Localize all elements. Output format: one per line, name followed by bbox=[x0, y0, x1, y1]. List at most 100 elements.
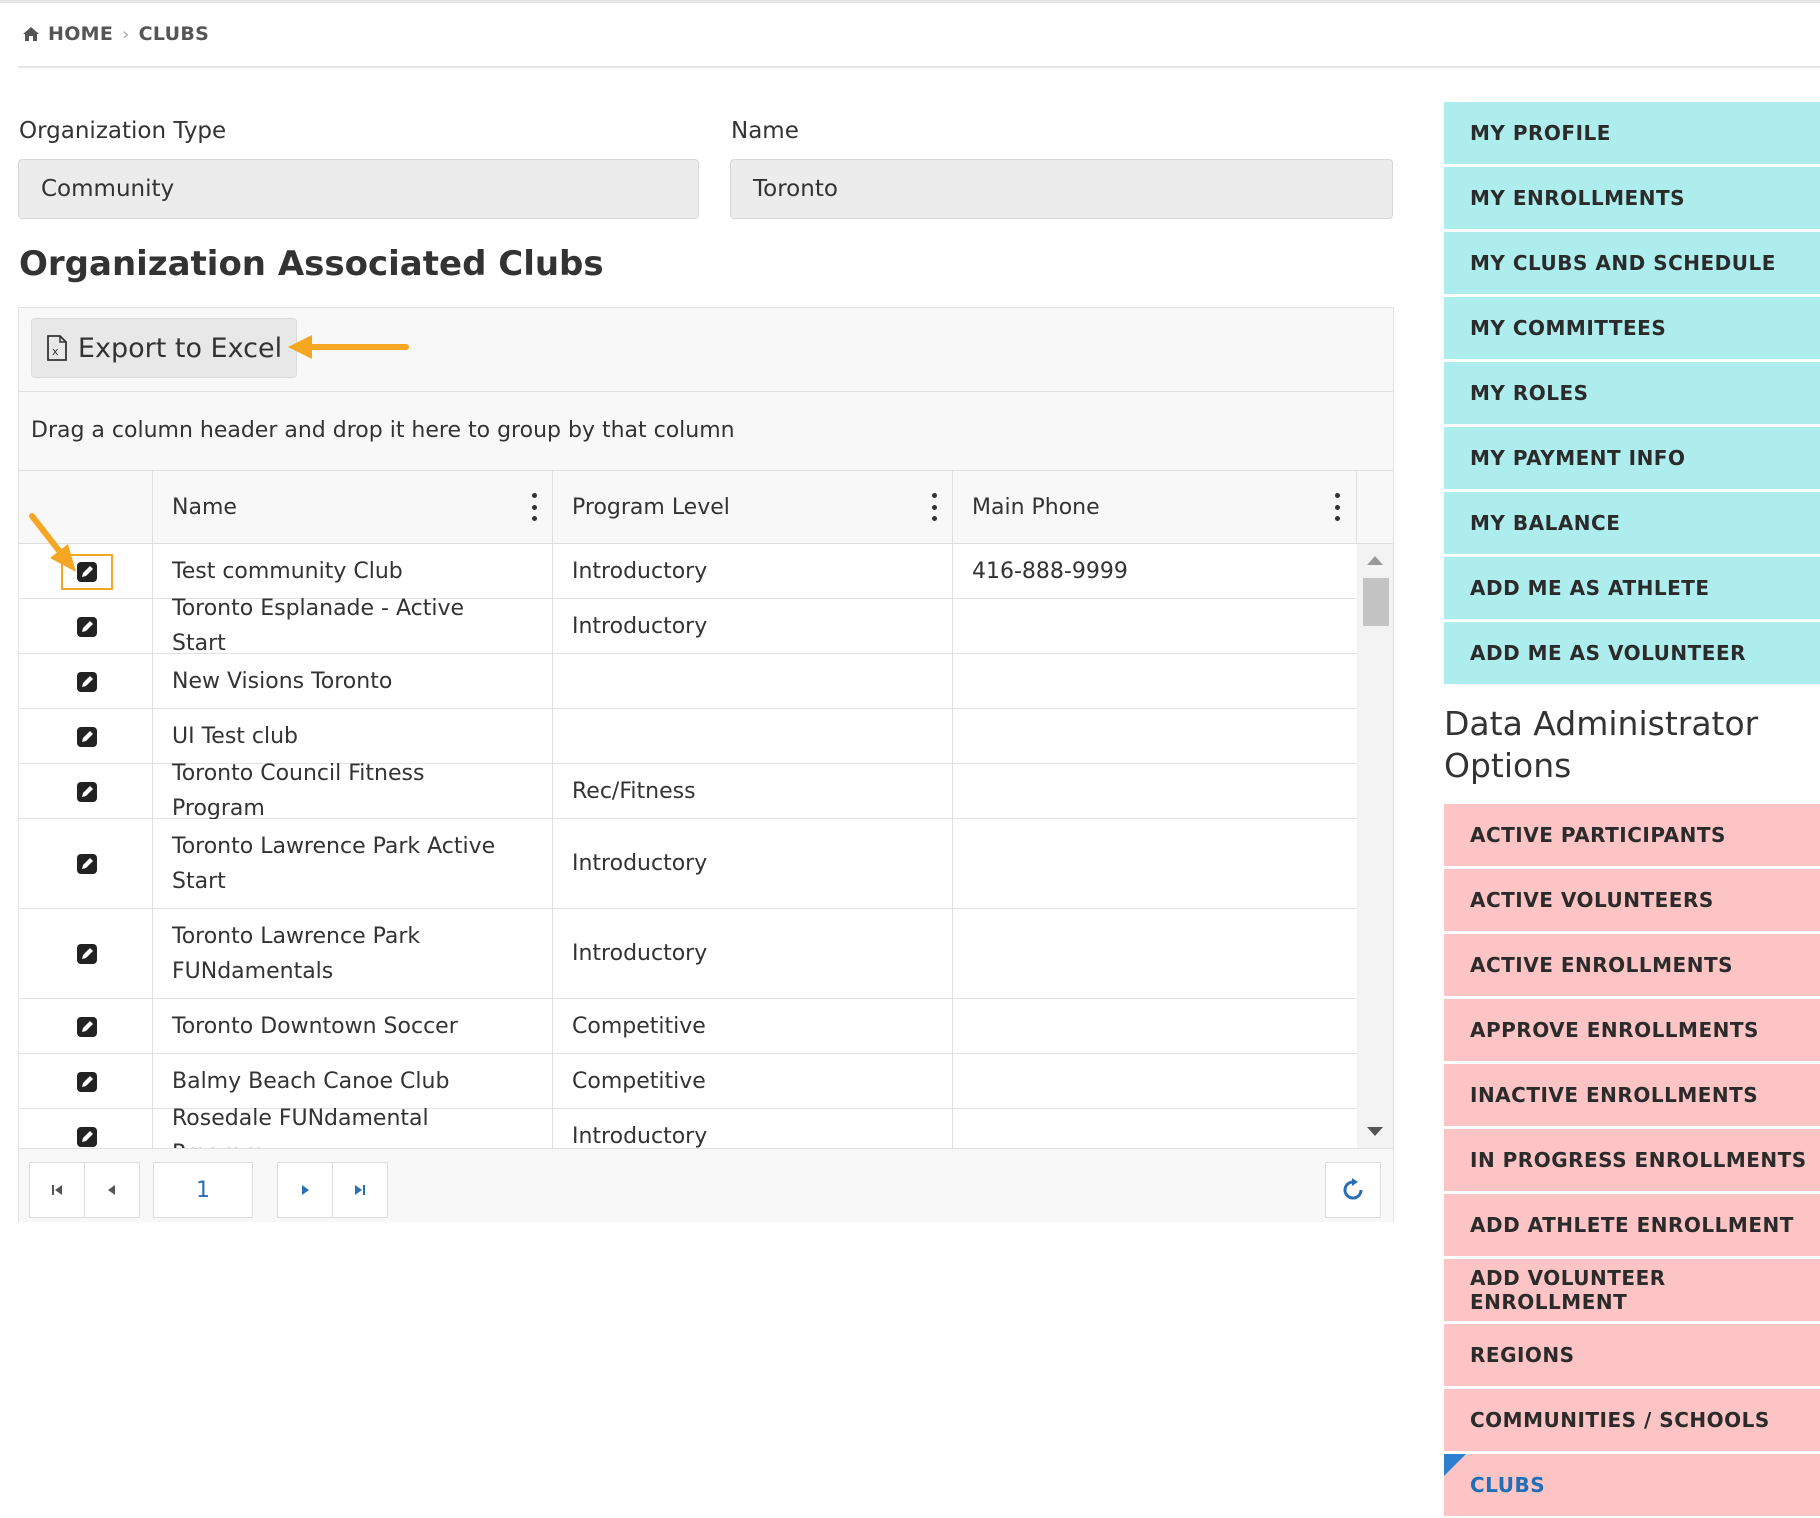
clubs-grid: x Export to Excel Drag a column header a… bbox=[18, 307, 1394, 1222]
cell-level: Introductory bbox=[572, 613, 708, 639]
sidebar-item-label: REGIONS bbox=[1470, 1343, 1575, 1367]
table-row: Toronto Esplanade - Active Start Introduc… bbox=[19, 596, 1357, 656]
sidebar-item-add-me-as-athlete[interactable]: ADD ME AS ATHLETE bbox=[1444, 557, 1820, 621]
scroll-up-icon[interactable] bbox=[1367, 556, 1383, 565]
table-row: Toronto Lawrence Park FUNdamentals Introd… bbox=[19, 909, 1357, 999]
column-divider bbox=[952, 544, 953, 598]
column-header-main-phone[interactable]: Main Phone bbox=[972, 494, 1100, 520]
edit-icon-highlight bbox=[61, 553, 113, 590]
sidebar-item-add-me-as-volunteer[interactable]: ADD ME AS VOLUNTEER bbox=[1444, 622, 1820, 686]
column-divider bbox=[152, 544, 153, 598]
column-divider bbox=[952, 909, 953, 998]
column-divider bbox=[152, 654, 153, 708]
table-row: Rosedale FUNdamental Program Introductory bbox=[19, 1106, 1357, 1148]
breadcrumb-separator: › bbox=[122, 23, 130, 45]
column-header-program-level[interactable]: Program Level bbox=[572, 494, 730, 520]
cell-name: Toronto Downtown Soccer bbox=[172, 1013, 458, 1039]
sidebar-item-my-committees[interactable]: MY COMMITTEES bbox=[1444, 297, 1820, 361]
column-menu-main-phone-icon[interactable] bbox=[1329, 489, 1345, 525]
sidebar-item-active-enrollments[interactable]: ACTIVE ENROLLMENTS bbox=[1444, 934, 1820, 998]
sidebar-item-my-balance[interactable]: MY BALANCE bbox=[1444, 492, 1820, 556]
home-icon[interactable] bbox=[22, 26, 40, 42]
sidebar-item-label: CLUBS bbox=[1470, 1473, 1546, 1497]
edit-icon[interactable] bbox=[77, 616, 97, 637]
page-title: Organization Associated Clubs bbox=[19, 244, 604, 284]
cell-phone: 416-888-9999 bbox=[972, 558, 1128, 584]
sidebar-item-active-volunteers[interactable]: ACTIVE VOLUNTEERS bbox=[1444, 869, 1820, 933]
sidebar-item-label: ADD ATHLETE ENROLLMENT bbox=[1470, 1213, 1794, 1237]
next-page-button[interactable] bbox=[277, 1162, 333, 1218]
header-divider bbox=[1356, 471, 1357, 543]
edit-icon[interactable] bbox=[77, 854, 97, 874]
cell-name: Toronto Lawrence Park FUNdamentals bbox=[172, 923, 421, 984]
last-page-button[interactable] bbox=[332, 1162, 388, 1218]
cell-name: Toronto Esplanade - Active Start bbox=[172, 596, 465, 656]
sidebar-item-label: ADD ME AS ATHLETE bbox=[1470, 576, 1710, 600]
grid-toolbar: x Export to Excel bbox=[19, 308, 1393, 392]
sidebar-item-inactive-enrollments[interactable]: INACTIVE ENROLLMENTS bbox=[1444, 1064, 1820, 1128]
sidebar-item-label: INACTIVE ENROLLMENTS bbox=[1470, 1083, 1759, 1107]
current-page-button[interactable]: 1 bbox=[153, 1162, 253, 1218]
edit-icon[interactable] bbox=[77, 944, 97, 964]
header-divider bbox=[152, 471, 153, 543]
sidebar-item-label: MY ENROLLMENTS bbox=[1470, 186, 1685, 210]
svg-text:x: x bbox=[52, 345, 59, 358]
breadcrumb-current: CLUBS bbox=[138, 23, 210, 45]
edit-icon[interactable] bbox=[77, 1071, 97, 1092]
sidebar-item-communities-schools[interactable]: COMMUNITIES / SCHOOLS bbox=[1444, 1389, 1820, 1453]
sidebar-item-label: ACTIVE VOLUNTEERS bbox=[1470, 888, 1714, 912]
edit-icon[interactable] bbox=[77, 561, 97, 582]
sidebar-item-clubs[interactable]: CLUBS bbox=[1444, 1454, 1820, 1518]
first-page-button[interactable] bbox=[29, 1162, 85, 1218]
sidebar-item-add-volunteer-enrollment[interactable]: ADD VOLUNTEER ENROLLMENT bbox=[1444, 1259, 1820, 1323]
cell-name: Balmy Beach Canoe Club bbox=[172, 1068, 450, 1094]
edit-icon[interactable] bbox=[77, 1126, 97, 1147]
sidebar-item-my-payment-info[interactable]: MY PAYMENT INFO bbox=[1444, 427, 1820, 491]
edit-icon[interactable] bbox=[77, 726, 97, 747]
org-type-field[interactable]: Community bbox=[18, 159, 699, 219]
sidebar-item-regions[interactable]: REGIONS bbox=[1444, 1324, 1820, 1388]
cell-phone bbox=[952, 599, 1357, 653]
sidebar-item-my-clubs-and-schedule[interactable]: MY CLUBS AND SCHEDULE bbox=[1444, 232, 1820, 296]
table-row: Toronto Downtown Soccer Competitive bbox=[19, 999, 1357, 1054]
column-divider bbox=[952, 999, 953, 1053]
cell-name: Toronto Lawrence Park Active Start bbox=[172, 833, 496, 894]
export-to-excel-button[interactable]: x Export to Excel bbox=[31, 318, 297, 378]
edit-icon[interactable] bbox=[77, 1016, 97, 1037]
breadcrumb-home[interactable]: HOME bbox=[48, 23, 114, 45]
last-page-icon bbox=[355, 1185, 365, 1195]
refresh-button[interactable] bbox=[1325, 1162, 1381, 1218]
admin-options-heading: Data Administrator Options bbox=[1444, 704, 1759, 785]
column-menu-program-level-icon[interactable] bbox=[926, 489, 942, 525]
scroll-down-icon[interactable] bbox=[1367, 1127, 1383, 1136]
cell-phone bbox=[952, 764, 1357, 818]
table-row: Balmy Beach Canoe Club Competitive bbox=[19, 1054, 1357, 1109]
name-field[interactable]: Toronto bbox=[730, 159, 1393, 219]
header-divider bbox=[952, 471, 953, 543]
column-divider bbox=[952, 764, 953, 818]
sidebar-item-my-enrollments[interactable]: MY ENROLLMENTS bbox=[1444, 167, 1820, 231]
column-divider bbox=[952, 599, 953, 653]
cell-level: Introductory bbox=[572, 941, 708, 966]
column-divider bbox=[152, 599, 153, 653]
column-divider bbox=[952, 709, 953, 763]
cell-name: UI Test club bbox=[172, 723, 299, 749]
breadcrumb: HOME › CLUBS bbox=[22, 22, 209, 46]
scroll-thumb[interactable] bbox=[1363, 578, 1389, 626]
column-divider bbox=[552, 1054, 553, 1108]
grid-scrollbar[interactable] bbox=[1357, 544, 1393, 1148]
sidebar-item-in-progress-enrollments[interactable]: IN PROGRESS ENROLLMENTS bbox=[1444, 1129, 1820, 1193]
edit-icon[interactable] bbox=[77, 781, 97, 802]
sidebar-item-approve-enrollments[interactable]: APPROVE ENROLLMENTS bbox=[1444, 999, 1820, 1063]
sidebar-item-add-athlete-enrollment[interactable]: ADD ATHLETE ENROLLMENT bbox=[1444, 1194, 1820, 1258]
previous-page-button[interactable] bbox=[84, 1162, 140, 1218]
cell-level: Introductory bbox=[572, 851, 708, 876]
column-menu-name-icon[interactable] bbox=[526, 489, 542, 525]
column-header-name[interactable]: Name bbox=[172, 494, 237, 520]
sidebar-item-active-participants[interactable]: ACTIVE PARTICIPANTS bbox=[1444, 804, 1820, 868]
column-divider bbox=[152, 999, 153, 1053]
sidebar-item-my-profile[interactable]: MY PROFILE bbox=[1444, 102, 1820, 166]
edit-icon[interactable] bbox=[77, 671, 97, 692]
sidebar-item-my-roles[interactable]: MY ROLES bbox=[1444, 362, 1820, 426]
cell-level: Competitive bbox=[572, 1013, 706, 1039]
